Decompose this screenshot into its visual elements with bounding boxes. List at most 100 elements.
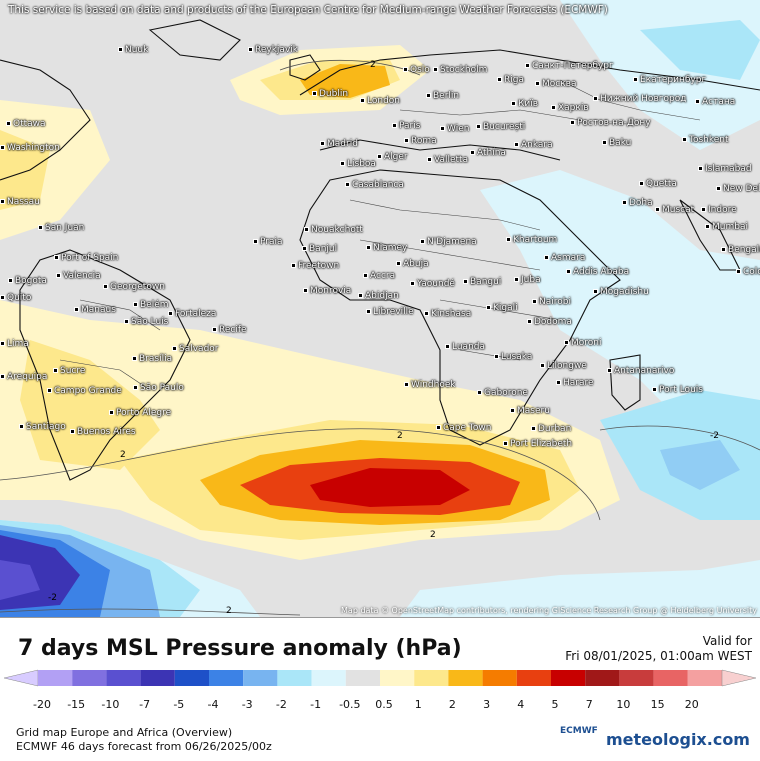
color-scale bbox=[3, 669, 757, 687]
city-label: Ankara bbox=[514, 141, 553, 150]
scale-swatch bbox=[72, 670, 107, 686]
scale-tick-label: -5 bbox=[173, 698, 185, 711]
scale-arrow-low bbox=[3, 669, 39, 687]
city-label: Bengaluru bbox=[721, 246, 760, 255]
city-label: Quetta bbox=[639, 180, 677, 189]
city-label: Madrid bbox=[320, 140, 358, 149]
city-label: Nouakchott bbox=[304, 226, 363, 235]
scale-tick-label: 0.5 bbox=[375, 698, 393, 711]
city-label: Campo Grande bbox=[47, 387, 122, 396]
city-label: Cape Town bbox=[436, 424, 491, 433]
city-label: Arequipa bbox=[0, 373, 47, 382]
scale-swatch bbox=[619, 670, 654, 686]
city-label: São Paulo bbox=[133, 384, 184, 393]
city-label: Nassau bbox=[0, 198, 40, 207]
scale-swatch bbox=[448, 670, 483, 686]
city-label: Bangui bbox=[463, 278, 501, 287]
city-label: Oslo bbox=[403, 66, 430, 75]
city-label: Harare bbox=[556, 379, 594, 388]
city-label: Juba bbox=[514, 276, 541, 285]
city-label: Recife bbox=[212, 326, 247, 335]
city-label: London bbox=[360, 97, 400, 106]
scale-tick-label: -7 bbox=[139, 698, 151, 711]
scale-swatch bbox=[243, 670, 278, 686]
city-label: Valencia bbox=[56, 272, 101, 281]
map-subtitle: Grid map Europe and Africa (Overview) bbox=[16, 726, 233, 739]
city-label: Libreville bbox=[366, 308, 414, 317]
scale-tick-label: 10 bbox=[616, 698, 631, 711]
city-label: Valletta bbox=[427, 156, 468, 165]
city-label: Lilongwe bbox=[540, 362, 587, 371]
city-label: Ottawa bbox=[6, 120, 46, 129]
scale-tick-label: 20 bbox=[684, 698, 699, 711]
city-label: Quito bbox=[0, 294, 31, 303]
scale-tick-label: -20 bbox=[33, 698, 51, 711]
city-label: Muscat bbox=[655, 206, 694, 215]
city-label: Dodoma bbox=[527, 318, 572, 327]
city-label: Abidjan bbox=[358, 292, 399, 301]
scale-tick-label: 1 bbox=[414, 698, 422, 711]
scale-swatch bbox=[345, 670, 380, 686]
city-label: Port Louis bbox=[652, 386, 703, 395]
scale-swatch bbox=[311, 670, 346, 686]
city-label: Dublin bbox=[312, 90, 348, 99]
city-label: Colombo bbox=[736, 268, 760, 277]
city-label: Berlin bbox=[426, 92, 459, 101]
isobar-label: 2 bbox=[430, 530, 436, 540]
scale-swatch bbox=[551, 670, 586, 686]
city-label: Windhoek bbox=[404, 381, 456, 390]
city-label: Nairobi bbox=[532, 298, 571, 307]
city-label: Washington bbox=[0, 144, 60, 153]
scale-arrow-high bbox=[721, 669, 757, 687]
city-label: Port of Spain bbox=[54, 254, 118, 263]
city-label: Monrovia bbox=[303, 287, 351, 296]
city-label: Durban bbox=[531, 425, 571, 434]
city-label: Lima bbox=[0, 340, 29, 349]
scale-swatch bbox=[174, 670, 209, 686]
city-label: Asmara bbox=[544, 254, 585, 263]
city-label: Mumbai bbox=[705, 223, 748, 232]
scale-swatch bbox=[687, 670, 722, 686]
scale-tick-label: 7 bbox=[585, 698, 593, 711]
isobar-label: 2 bbox=[120, 450, 126, 460]
pressure-anomaly-map[interactable]: This service is based on data and produc… bbox=[0, 0, 760, 617]
scale-swatch bbox=[106, 670, 141, 686]
city-label: Praia bbox=[253, 238, 283, 247]
scale-swatch bbox=[585, 670, 620, 686]
city-label: Antananarivo bbox=[607, 367, 674, 376]
isobar-label: -2 bbox=[710, 431, 719, 441]
city-label: Port Elizabeth bbox=[503, 440, 572, 449]
city-label: Kigali bbox=[486, 304, 518, 313]
city-label: Addis Ababa bbox=[566, 268, 629, 277]
legend-panel: 7 days MSL Pressure anomaly (hPa) Valid … bbox=[0, 617, 760, 761]
city-label: Mogadishu bbox=[593, 288, 649, 297]
scale-swatch bbox=[482, 670, 517, 686]
meteologix-logo[interactable]: meteologix.com bbox=[606, 730, 750, 749]
city-label: Екатеринбург bbox=[633, 76, 706, 85]
city-label: N'Djamena bbox=[420, 238, 477, 247]
city-label: Fortaleza bbox=[168, 310, 216, 319]
city-label: New Delhi bbox=[716, 185, 760, 194]
forecast-run: ECMWF 46 days forecast from 06/26/2025/0… bbox=[16, 740, 272, 753]
city-label: Gaborone bbox=[477, 389, 528, 398]
city-label: Астана bbox=[695, 98, 735, 107]
map-title: 7 days MSL Pressure anomaly (hPa) bbox=[18, 636, 462, 661]
scale-tick-label: -2 bbox=[275, 698, 287, 711]
scale-tick-label: 15 bbox=[650, 698, 665, 711]
city-label: Doha bbox=[622, 199, 653, 208]
valid-label: Valid for bbox=[702, 634, 752, 648]
scale-tick-label: -10 bbox=[101, 698, 120, 711]
city-label: Reykjavik bbox=[248, 46, 298, 55]
scale-tick-label: -0.5 bbox=[339, 698, 361, 711]
city-label: Харків bbox=[551, 104, 589, 113]
scale-tick-label: -15 bbox=[67, 698, 86, 711]
city-label: Georgetown bbox=[103, 283, 165, 292]
city-label: Toshkent bbox=[682, 136, 729, 145]
scale-swatch bbox=[38, 670, 73, 686]
scale-tick-label: 5 bbox=[551, 698, 559, 711]
city-label: Santiago bbox=[19, 423, 66, 432]
city-label: București bbox=[476, 123, 525, 132]
city-label: Nuuk bbox=[118, 46, 148, 55]
city-label: Wien bbox=[440, 125, 469, 134]
city-label: Москва bbox=[535, 80, 576, 89]
